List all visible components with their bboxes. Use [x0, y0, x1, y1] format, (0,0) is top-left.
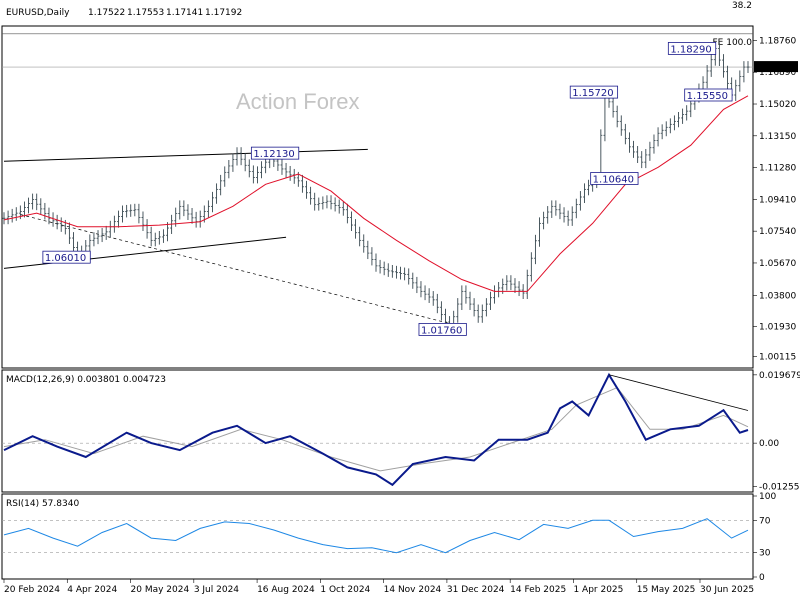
- price-tick-label: 1.07540: [759, 227, 796, 237]
- watermark: Action Forex: [236, 89, 360, 114]
- ohlc-high: 1.17553: [127, 8, 164, 18]
- price-tick-label: 1.03800: [759, 292, 796, 302]
- rsi-panel-frame: [1, 493, 754, 580]
- trendline: [20, 214, 454, 325]
- price-tick-label: 1.16890: [759, 68, 796, 78]
- macd-tick-label: 0.00: [759, 439, 779, 449]
- date-tick-label: 1 Oct 2024: [320, 585, 370, 595]
- annotation-label: 1.18290: [670, 44, 711, 55]
- date-tick-label: 1 Apr 2025: [573, 585, 623, 595]
- annotation-label: 1.12130: [253, 149, 294, 160]
- candles: [2, 42, 750, 336]
- macd-panel: MACD(12,26,9) 0.003801 0.004723 0.019679…: [1, 369, 800, 493]
- annotation-label: 1.06010: [45, 253, 86, 264]
- macd-signal-line: [3, 386, 749, 472]
- rsi-tick-label: 30: [759, 549, 771, 559]
- annotation-label: 1.01760: [421, 325, 462, 336]
- price-tick-label: 1.00115: [759, 352, 796, 362]
- date-tick-label: 30 Jun 2025: [700, 585, 754, 595]
- price-tick-label: 1.01930: [759, 323, 796, 333]
- rsi-tick-label: 70: [759, 516, 771, 526]
- rsi-tick-label: 100: [759, 492, 776, 502]
- symbol-header: EURUSD,Daily: [6, 8, 70, 18]
- price-tick-label: 1.11280: [759, 164, 796, 174]
- ohlc-close: 1.17192: [205, 8, 242, 18]
- fe-label: FE 100.0: [713, 38, 753, 48]
- trendline: [3, 148, 368, 162]
- date-tick-label: 15 May 2025: [637, 585, 696, 595]
- annotation-box: [569, 85, 619, 99]
- date-tick-label: 4 Apr 2024: [67, 585, 117, 595]
- macd-panel-frame: [1, 369, 754, 493]
- price-axis: 1.00115 1.01930 1.03800 1.05670 1.07540 1.094…: [753, 36, 796, 362]
- macd-tick-label: -0.012552: [759, 483, 800, 493]
- price-tick-label: 1.15020: [759, 100, 796, 110]
- date-tick-label: 3 Jul 2024: [194, 585, 239, 595]
- date-tick-label: 14 Nov 2024: [384, 585, 442, 595]
- macd-tick-label: 0.019679: [759, 371, 800, 381]
- price-annotations: 1.06010 1.12130 1.01760 1.10640 1.15720 1.182…: [42, 42, 733, 336]
- last-price-label: 1.17192: [757, 63, 794, 73]
- ohlc-open: 1.17522: [88, 8, 125, 18]
- macd-label: MACD(12,26,9) 0.003801 0.004723: [6, 375, 166, 385]
- date-tick-label: 20 Feb 2024: [4, 585, 60, 595]
- date-tick-label: 31 Dec 2024: [447, 585, 505, 595]
- annotation-box: [684, 88, 733, 102]
- rsi-line: [3, 518, 749, 554]
- price-panel: EURUSD,Daily 1.17522 1.17553 1.17141 1.1…: [1, 1, 798, 369]
- macd-main-line: [3, 372, 749, 487]
- rsi-panel: RSI(14) 57.8340 100 70 30 0: [1, 492, 776, 583]
- price-tick-label: 1.13150: [759, 132, 796, 142]
- price-panel-frame: [1, 25, 754, 369]
- ohlc-low: 1.17141: [166, 8, 203, 18]
- macd-trendline: [608, 374, 749, 411]
- annotation-label: 1.15550: [687, 91, 728, 102]
- fe-partial-label: 38.2: [732, 1, 752, 11]
- price-tick-label: 1.05670: [759, 259, 796, 269]
- annotation-box: [590, 172, 639, 185]
- last-price-box: [754, 61, 798, 73]
- rsi-axis: 100 70 30 0: [753, 492, 776, 583]
- date-tick-label: 16 Aug 2024: [257, 585, 315, 595]
- date-axis: 20 Feb 2024 4 Apr 2024 20 May 2024 3 Jul 20…: [3, 579, 754, 595]
- date-tick-label: 20 May 2024: [131, 585, 190, 595]
- date-tick-label: 14 Feb 2025: [510, 585, 566, 595]
- rsi-label: RSI(14) 57.8340: [6, 499, 79, 509]
- macd-axis: 0.019679 0.00 -0.012552: [753, 371, 800, 493]
- rsi-tick-label: 0: [759, 573, 765, 583]
- annotation-box: [250, 146, 300, 160]
- annotation-label: 1.15720: [572, 88, 613, 99]
- annotation-label: 1.10640: [593, 174, 634, 185]
- price-tick-label: 1.18760: [759, 36, 796, 46]
- annotation-box: [667, 42, 717, 55]
- annotation-box: [42, 250, 91, 264]
- price-tick-label: 1.09410: [759, 195, 796, 205]
- annotation-box: [418, 323, 467, 336]
